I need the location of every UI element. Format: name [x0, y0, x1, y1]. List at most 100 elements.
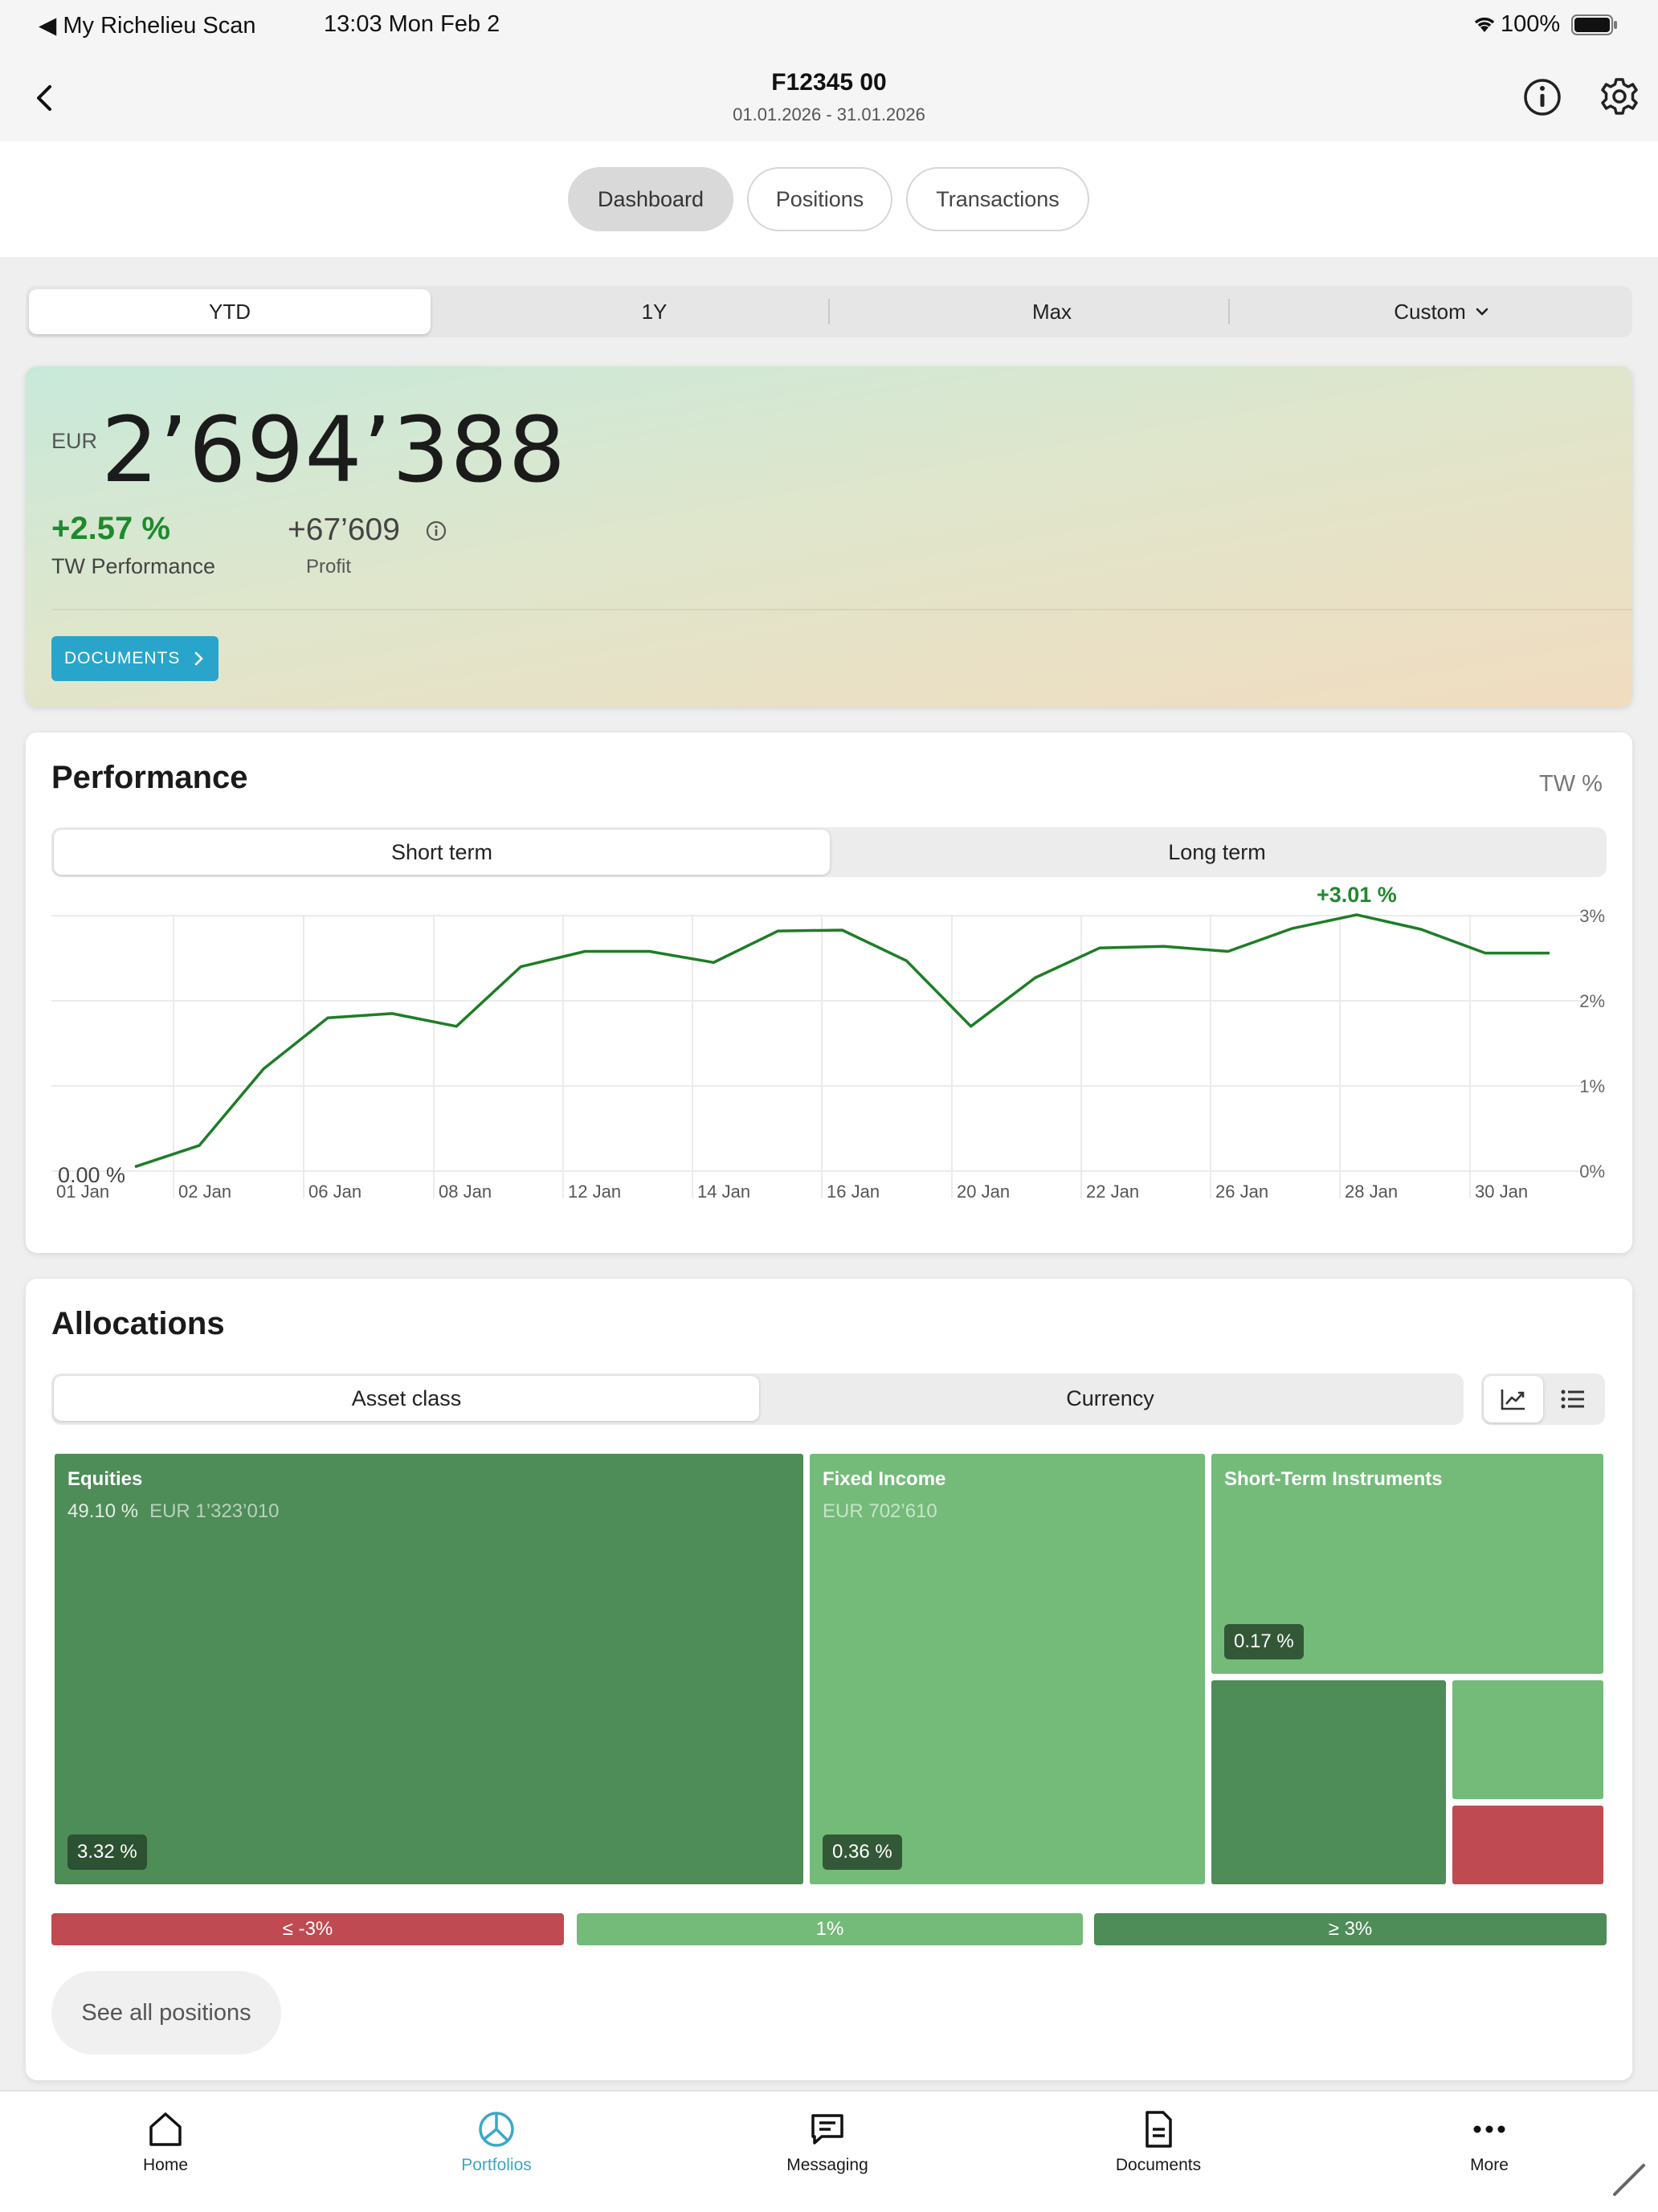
tab-label: Documents	[1115, 2156, 1202, 2174]
tab-currency[interactable]: Currency	[1066, 1386, 1154, 1410]
data-point	[325, 1015, 330, 1020]
see-all-positions-button[interactable]: See all positions	[51, 1971, 281, 2055]
y-tick-label: 3%	[1579, 906, 1605, 926]
legend-negative: ≤ -3%	[51, 1913, 564, 1945]
currency-code: EUR	[51, 429, 98, 453]
tile-meta: EUR 702’610	[823, 1500, 937, 1523]
battery-percent: 100%	[1501, 11, 1561, 37]
data-point	[1354, 912, 1359, 917]
data-point	[1483, 951, 1488, 956]
tw-performance-value: +2.57 %	[51, 511, 170, 546]
range-1y[interactable]: 1Y	[641, 299, 668, 324]
x-tick-label: 28 Jan	[1345, 1182, 1398, 1202]
data-point	[711, 960, 716, 965]
profit-label: Profit	[306, 556, 352, 577]
tile-name: Equities	[67, 1468, 143, 1490]
performance-unit-label: TW %	[1539, 771, 1603, 797]
data-point	[840, 928, 845, 933]
legend-positive: ≥ 3%	[1094, 1913, 1607, 1945]
tile-share: 49.10 %	[67, 1500, 139, 1522]
x-tick-label: 22 Jan	[1086, 1182, 1139, 1202]
back-to-app-link[interactable]: ◀ My Richelieu Scan	[39, 13, 256, 39]
total-value: 2’694’388	[101, 398, 567, 503]
x-tick-label: 16 Jan	[827, 1182, 880, 1202]
data-point	[775, 928, 780, 933]
bottom-tab-bar: Home Portfolios Messaging Documents More	[0, 2090, 1658, 2212]
data-point	[1033, 975, 1038, 980]
info-icon[interactable]	[1522, 77, 1562, 117]
tab-asset-class[interactable]: Asset class	[54, 1376, 759, 1421]
portfolio-title: F12345 00	[771, 69, 887, 96]
document-icon	[1145, 2111, 1172, 2148]
status-bar: ◀ My Richelieu Scan 13:03 Mon Feb 2 100%	[0, 0, 1658, 51]
data-point	[1162, 944, 1166, 949]
nav-header: F12345 00 01.01.2026 - 31.01.2026	[0, 51, 1658, 141]
tab-transactions[interactable]: Transactions	[906, 167, 1089, 231]
home-indicator-icon	[1613, 2164, 1645, 2196]
allocations-card: Allocations Asset class Currency Equitie…	[26, 1279, 1632, 2080]
tab-dashboard[interactable]: Dashboard	[568, 167, 733, 231]
tab-long-term[interactable]: Long term	[1168, 839, 1266, 864]
allocations-title: Allocations	[51, 1306, 225, 1341]
data-point	[1290, 926, 1295, 931]
data-point	[582, 949, 587, 954]
allocation-tile-equities[interactable]: Equities 49.10 % EUR 1’323’010 3.32 %	[55, 1454, 803, 1884]
pie-chart-icon	[479, 2112, 514, 2147]
range-max[interactable]: Max	[1031, 299, 1072, 324]
tile-amount: EUR 1’323’010	[149, 1500, 280, 1522]
data-point	[133, 1165, 137, 1169]
allocation-tile-unlabeled[interactable]	[1452, 1806, 1603, 1884]
performance-term-toggle: Short term Long term	[51, 827, 1607, 877]
tab-positions[interactable]: Positions	[747, 167, 892, 231]
range-custom[interactable]: Custom	[1253, 289, 1631, 334]
tile-performance-badge: 0.36 %	[823, 1834, 902, 1870]
tab-label: Home	[142, 2156, 189, 2174]
documents-button-label: DOCUMENTS	[64, 649, 181, 667]
tile-name: Short-Term Instruments	[1224, 1468, 1443, 1490]
view-tabs: Dashboard Positions Transactions	[0, 141, 1658, 257]
home-icon	[149, 2112, 182, 2146]
tab-messaging[interactable]: Messaging	[662, 2092, 993, 2212]
allocation-view-toggle	[1481, 1373, 1605, 1425]
chart-view-icon	[1501, 1390, 1525, 1410]
chevron-right-icon	[195, 651, 204, 666]
x-tick-label: 01 Jan	[56, 1182, 109, 1202]
tw-performance-label: TW Performance	[51, 554, 216, 578]
back-chevron-icon[interactable]	[31, 82, 58, 114]
data-point	[261, 1067, 266, 1071]
allocation-tile-short-term-instruments[interactable]: Short-Term Instruments 0.17 %	[1211, 1454, 1603, 1674]
x-tick-label: 02 Jan	[178, 1182, 231, 1202]
profit-info-icon[interactable]	[426, 520, 447, 541]
data-point	[647, 949, 651, 954]
profit-value: +67’609	[288, 512, 400, 547]
documents-button[interactable]: DOCUMENTS	[51, 636, 218, 681]
more-dots-icon	[1473, 2125, 1505, 2133]
tab-more[interactable]: More	[1324, 2092, 1655, 2212]
tile-amount: EUR 702’610	[823, 1500, 937, 1522]
range-custom-label: Custom	[1394, 299, 1466, 324]
list-view-button[interactable]	[1543, 1376, 1603, 1422]
y-tick-label: 1%	[1579, 1076, 1605, 1096]
performance-card: Performance TW % Short term Long term 0%…	[26, 733, 1632, 1253]
allocation-tile-fixed-income[interactable]: Fixed Income EUR 702’610 0.36 %	[810, 1454, 1205, 1884]
allocation-tile-unlabeled[interactable]	[1452, 1680, 1603, 1799]
peak-value-label: +3.01 %	[1317, 885, 1397, 907]
message-icon	[811, 2114, 843, 2145]
list-view-icon	[1561, 1390, 1584, 1409]
tab-documents[interactable]: Documents	[993, 2092, 1324, 2212]
data-point	[1226, 949, 1231, 954]
tab-short-term[interactable]: Short term	[54, 830, 830, 875]
date-range: 01.01.2026 - 31.01.2026	[733, 104, 925, 124]
x-tick-label: 26 Jan	[1215, 1182, 1268, 1202]
data-point	[197, 1143, 202, 1148]
tab-portfolios[interactable]: Portfolios	[331, 2092, 662, 2212]
x-tick-label: 20 Jan	[957, 1182, 1010, 1202]
chart-view-button[interactable]	[1484, 1376, 1543, 1422]
chevron-down-icon	[1476, 308, 1489, 316]
settings-gear-icon[interactable]	[1599, 76, 1640, 117]
tile-performance-badge: 3.32 %	[67, 1834, 147, 1870]
tab-home[interactable]: Home	[0, 2092, 331, 2212]
range-ytd[interactable]: YTD	[29, 289, 431, 334]
data-point	[969, 1024, 974, 1029]
allocation-tile-unlabeled[interactable]	[1211, 1680, 1446, 1884]
